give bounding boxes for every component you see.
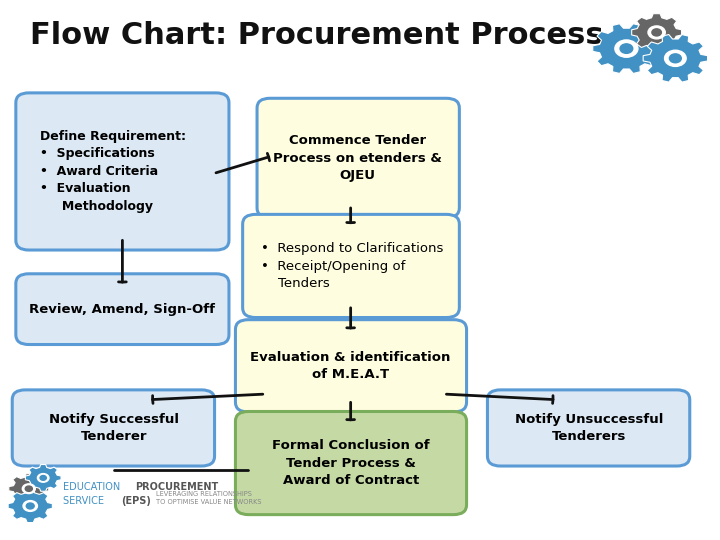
Circle shape [23,501,37,511]
Text: SERVICE: SERVICE [63,496,107,505]
Text: •  Respond to Clarifications
•  Receipt/Opening of
    Tenders: • Respond to Clarifications • Receipt/Op… [261,242,444,290]
Circle shape [648,26,665,39]
Circle shape [25,486,32,491]
Text: EDUCATION: EDUCATION [63,482,124,492]
Polygon shape [9,474,49,504]
Circle shape [27,503,35,509]
FancyBboxPatch shape [487,390,690,466]
Text: LEVERAGING RELATIONSHIPS
TO OPTIMISE VALUE NETWORKS: LEVERAGING RELATIONSHIPS TO OPTIMISE VAL… [156,491,261,505]
Polygon shape [25,464,61,491]
Polygon shape [8,489,53,523]
Text: Flow Chart: Procurement Process: Flow Chart: Procurement Process [30,21,603,50]
Circle shape [620,44,633,53]
Polygon shape [631,14,682,51]
FancyBboxPatch shape [16,274,229,345]
Text: Formal Conclusion of
Tender Process &
Award of Contract: Formal Conclusion of Tender Process & Aw… [272,440,429,487]
FancyBboxPatch shape [243,214,459,318]
Polygon shape [593,24,660,73]
Circle shape [652,29,662,36]
FancyBboxPatch shape [257,98,459,218]
Text: Notify Unsuccessful
Tenderers: Notify Unsuccessful Tenderers [515,413,663,443]
Text: PROCUREMENT: PROCUREMENT [135,482,219,492]
FancyBboxPatch shape [16,93,229,250]
Text: Commence Tender
Process on etenders &
OJEU: Commence Tender Process on etenders & OJ… [274,134,442,182]
Circle shape [22,484,35,494]
FancyBboxPatch shape [235,320,467,412]
Text: Evaluation & identification
of M.E.A.T: Evaluation & identification of M.E.A.T [251,351,451,381]
Text: Define Requirement:
•  Specifications
•  Award Criteria
•  Evaluation
     Metho: Define Requirement: • Specifications • A… [40,130,186,213]
Circle shape [615,40,638,57]
FancyBboxPatch shape [12,390,215,466]
Polygon shape [643,35,708,82]
Circle shape [665,50,686,66]
Text: Notify Successful
Tenderer: Notify Successful Tenderer [49,413,179,443]
Circle shape [670,54,681,63]
Text: Review, Amend, Sign-Off: Review, Amend, Sign-Off [30,303,215,316]
Circle shape [37,474,49,482]
Circle shape [40,476,46,480]
FancyBboxPatch shape [235,411,467,515]
Text: (EPS): (EPS) [121,496,150,505]
